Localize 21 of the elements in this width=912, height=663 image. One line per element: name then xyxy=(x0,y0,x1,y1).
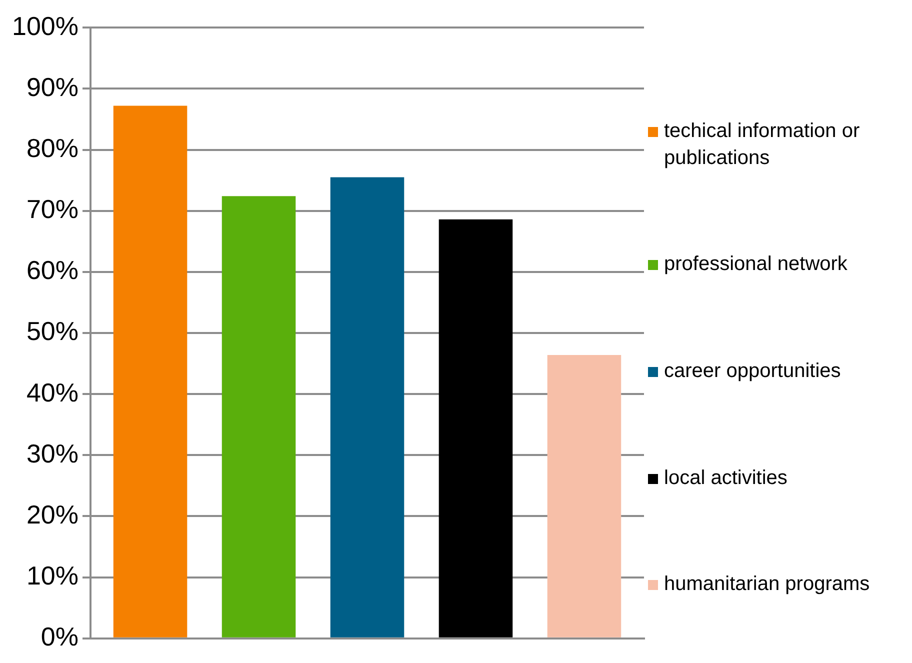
y-tick-label: 50% xyxy=(26,316,78,346)
legend-label: professional network xyxy=(664,252,848,278)
y-tick-label: 60% xyxy=(26,255,78,286)
legend-label: techical information or publications xyxy=(664,118,861,171)
y-tick-label: 90% xyxy=(26,72,78,102)
bar xyxy=(330,177,404,638)
y-tick-label: 30% xyxy=(26,438,78,468)
y-tick-label: 20% xyxy=(26,499,78,530)
y-tick-label: 40% xyxy=(26,377,78,408)
legend-label: humanitarian programs xyxy=(664,572,870,598)
legend-label: career opportunities xyxy=(664,358,841,384)
y-tick-label: 10% xyxy=(26,560,78,590)
bar xyxy=(222,196,296,638)
legend-label: local activities xyxy=(664,466,788,491)
y-tick-label: 100% xyxy=(12,10,78,41)
y-tick-label: 70% xyxy=(26,194,78,224)
bar xyxy=(438,219,513,638)
y-tick-label: 0% xyxy=(40,622,78,652)
y-tick-label: 80% xyxy=(26,132,78,163)
bar xyxy=(547,354,622,638)
bar xyxy=(113,106,188,638)
